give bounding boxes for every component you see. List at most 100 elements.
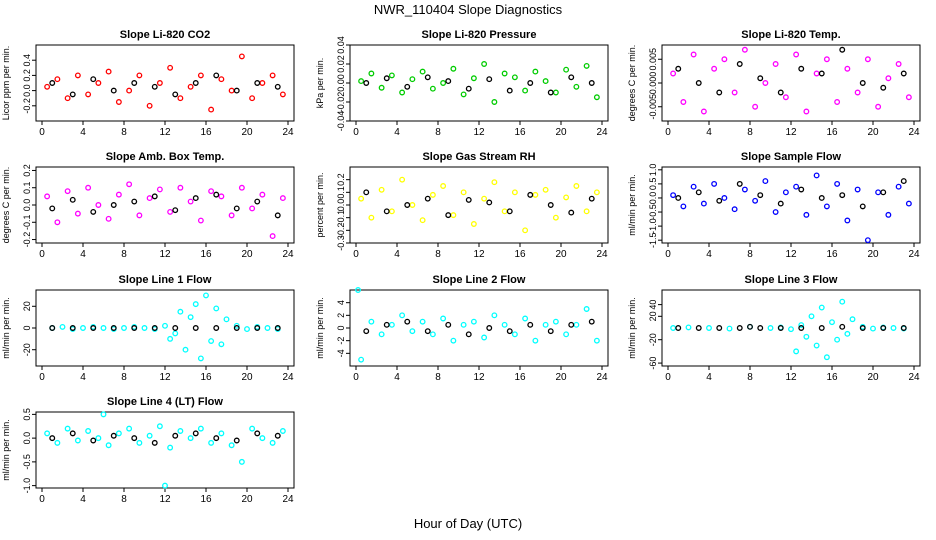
data-point (711, 180, 718, 187)
data-point (870, 325, 876, 332)
data-point (593, 189, 600, 196)
data-point-black (363, 80, 370, 86)
data-point (105, 215, 112, 222)
data-point (264, 325, 271, 331)
x-tick-label: 16 (826, 249, 838, 260)
data-point (573, 321, 580, 328)
data-point (388, 321, 395, 328)
data-point (187, 314, 194, 321)
data-point-black (110, 432, 117, 439)
y-tick-label: 0.5 (22, 408, 32, 421)
data-point (378, 186, 385, 193)
x-tick-label: 0 (353, 249, 359, 260)
y-tick-label: -20 (648, 333, 658, 346)
data-point-black (547, 202, 554, 208)
x-tick-label: 20 (555, 372, 567, 383)
x-tick-label: 20 (867, 127, 879, 138)
data-point (279, 91, 286, 98)
data-point-black (588, 80, 595, 86)
panel-title: Slope Sample Flow (741, 151, 842, 163)
y-tick-label: -0.2 (22, 232, 32, 248)
data-point (552, 214, 559, 221)
data-point-black (383, 208, 390, 215)
y-tick-label: 2 (336, 313, 346, 318)
data-point (793, 51, 800, 58)
data-point (782, 94, 789, 101)
x-tick-label: 8 (121, 127, 127, 138)
data-point-black (818, 195, 825, 201)
data-point (460, 321, 467, 328)
data-point-black (49, 205, 56, 212)
y-axis-label: percent per min. (315, 172, 325, 237)
data-point-black (49, 435, 56, 442)
data-point (690, 51, 697, 58)
y-tick-label: -20 (22, 343, 32, 356)
data-point-black (568, 74, 575, 81)
data-point-black (818, 70, 825, 77)
x-tick-label: 4 (706, 372, 712, 383)
x-tick-label: 8 (435, 127, 441, 138)
data-point (95, 202, 102, 208)
x-tick-label: 24 (908, 372, 920, 383)
data-point (429, 191, 436, 198)
data-point (182, 346, 189, 353)
data-point (905, 200, 912, 207)
plot-frame (349, 289, 609, 367)
data-point-black (486, 199, 493, 206)
data-point-black (192, 325, 199, 331)
data-point (105, 68, 112, 75)
y-tick-label: -4 (336, 349, 346, 357)
data-point (115, 99, 122, 105)
data-point (141, 325, 148, 331)
data-point (532, 191, 539, 198)
data-point (854, 89, 861, 96)
data-point-black (254, 198, 261, 205)
x-tick-label: 0 (39, 372, 45, 383)
data-point-black (90, 325, 97, 331)
data-point (419, 68, 426, 75)
data-point (793, 348, 800, 355)
y-tick-label: 0.02 (336, 55, 346, 73)
data-point-black (527, 80, 534, 86)
data-point (542, 186, 549, 193)
data-point-black (172, 207, 179, 214)
y-tick-label: -0.2 (22, 98, 32, 114)
data-point-black (445, 212, 452, 219)
data-point (208, 338, 215, 344)
panel-title: Slope Li-820 Temp. (741, 29, 840, 41)
data-point (501, 208, 508, 215)
x-tick-label: 24 (282, 127, 294, 138)
data-point-black (716, 325, 723, 331)
data-point (803, 108, 810, 115)
data-point (670, 70, 677, 77)
data-point-black (818, 325, 825, 331)
data-point (834, 99, 841, 105)
data-point (399, 89, 406, 96)
data-point (115, 430, 122, 437)
data-point-black (675, 195, 682, 201)
data-point (808, 313, 815, 320)
y-tick-label: -0.04 (336, 111, 346, 132)
data-point-black (254, 325, 261, 331)
panel-title: Slope Li-820 CO2 (120, 29, 210, 41)
data-point-black (172, 91, 179, 98)
x-tick-label: 12 (785, 249, 797, 260)
x-tick-label: 20 (241, 127, 253, 138)
data-point-black (274, 212, 281, 219)
data-point (238, 53, 245, 60)
y-tick-label: 4 (336, 300, 346, 305)
data-point (146, 195, 153, 202)
data-point (409, 328, 416, 335)
x-tick-label: 8 (435, 249, 441, 260)
data-point-black (900, 325, 907, 331)
data-point-black (131, 198, 138, 205)
data-point (228, 212, 235, 219)
data-point (156, 80, 163, 86)
data-point (823, 354, 830, 361)
data-point (85, 428, 92, 434)
x-tick-label: 12 (785, 127, 797, 138)
data-point-black (254, 430, 261, 437)
data-point (470, 318, 477, 325)
data-point (177, 428, 184, 434)
data-point (552, 89, 559, 96)
